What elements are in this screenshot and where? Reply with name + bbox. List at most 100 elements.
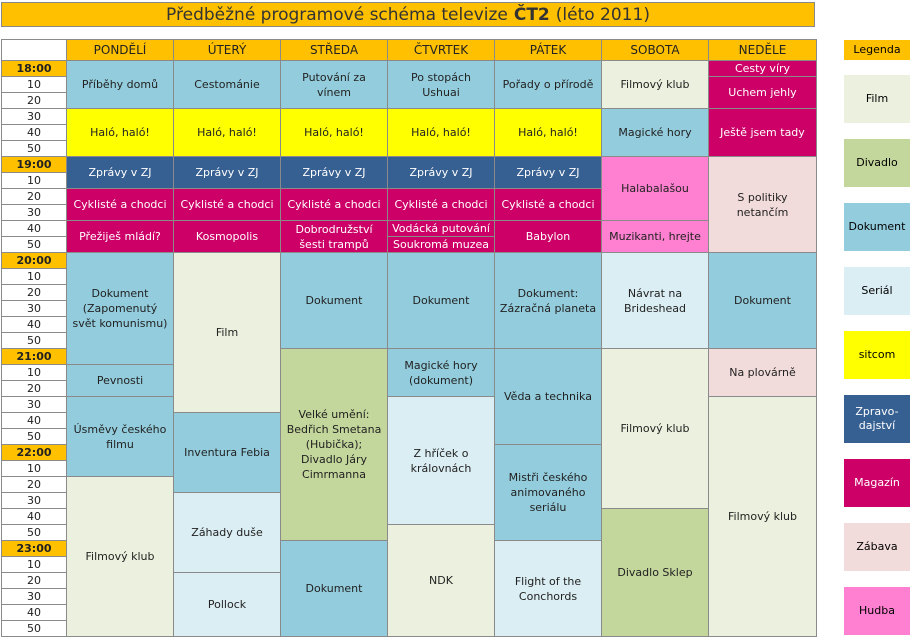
time-minute-label: 50 bbox=[1, 236, 67, 253]
program-block: Haló, haló! bbox=[387, 108, 495, 157]
program-block: Filmový klub bbox=[66, 476, 174, 637]
program-block: Film bbox=[173, 252, 281, 413]
time-minute-label: 10 bbox=[1, 268, 67, 285]
program-block: Na plovárně bbox=[708, 348, 817, 397]
time-hour-label: 21:00 bbox=[1, 348, 67, 365]
program-block: Pevnosti bbox=[66, 364, 174, 397]
program-block: Ještě jsem tady bbox=[708, 108, 817, 157]
program-block: Haló, haló! bbox=[66, 108, 174, 157]
day-header: ČTVRTEK bbox=[387, 39, 495, 61]
program-block: Zprávy v ZJ bbox=[387, 156, 495, 189]
program-block: Cyklisté a chodci bbox=[280, 188, 388, 221]
program-block: Soukromá muzea bbox=[387, 236, 495, 253]
program-block: Zprávy v ZJ bbox=[173, 156, 281, 189]
program-block: Halabalašou bbox=[601, 156, 709, 221]
program-block: Magické hory bbox=[601, 108, 709, 157]
program-block: Zprávy v ZJ bbox=[66, 156, 174, 189]
time-hour-label: 19:00 bbox=[1, 156, 67, 173]
time-minute-label: 50 bbox=[1, 524, 67, 541]
time-minute-label: 40 bbox=[1, 604, 67, 621]
time-minute-label: 50 bbox=[1, 620, 67, 637]
program-block: Dobrodružství šesti trampů bbox=[280, 220, 388, 253]
program-block: Po stopách Ushuai bbox=[387, 60, 495, 109]
program-block: Uchem jehly bbox=[708, 76, 817, 109]
program-block: Velké umění: Bedřich Smetana (Hubička); … bbox=[280, 348, 388, 541]
time-minute-label: 30 bbox=[1, 204, 67, 221]
time-minute-label: 20 bbox=[1, 188, 67, 205]
program-block: Divadlo Sklep bbox=[601, 508, 709, 637]
program-block: Cestománie bbox=[173, 60, 281, 109]
title-season: (léto 2011) bbox=[555, 4, 650, 25]
program-block: Přežiješ mládí? bbox=[66, 220, 174, 253]
time-minute-label: 40 bbox=[1, 220, 67, 237]
program-block: Dokument bbox=[387, 252, 495, 349]
program-block: Flight of the Conchords bbox=[494, 540, 602, 637]
program-block: Zprávy v ZJ bbox=[494, 156, 602, 189]
time-minute-label: 30 bbox=[1, 396, 67, 413]
program-block: Záhady duše bbox=[173, 492, 281, 573]
program-block: Muzikanti, hrejte bbox=[601, 220, 709, 253]
program-block: S politiky netančím bbox=[708, 156, 817, 253]
program-block: Návrat na Brideshead bbox=[601, 252, 709, 349]
program-block: Cyklisté a chodci bbox=[387, 188, 495, 221]
legend-item: Hudba bbox=[844, 587, 910, 635]
day-header: PONDĚLÍ bbox=[66, 39, 174, 61]
day-header: PÁTEK bbox=[494, 39, 602, 61]
time-minute-label: 40 bbox=[1, 508, 67, 525]
legend-item: sitcom bbox=[844, 331, 910, 379]
time-minute-label: 30 bbox=[1, 300, 67, 317]
program-block: Dokument bbox=[280, 252, 388, 349]
legend-item: Film bbox=[844, 75, 910, 123]
time-hour-label: 22:00 bbox=[1, 444, 67, 461]
day-header: STŘEDA bbox=[280, 39, 388, 61]
time-hour-label: 20:00 bbox=[1, 252, 67, 269]
program-block: Dokument bbox=[708, 252, 817, 349]
program-block: Pollock bbox=[173, 572, 281, 637]
time-minute-label: 20 bbox=[1, 92, 67, 109]
program-block: Cyklisté a chodci bbox=[66, 188, 174, 221]
program-block: Dokument bbox=[280, 540, 388, 637]
time-minute-label: 10 bbox=[1, 460, 67, 477]
program-block: Mistři českého animovaného seriálu bbox=[494, 444, 602, 541]
legend-item: Magazín bbox=[844, 459, 910, 507]
program-block: Kosmopolis bbox=[173, 220, 281, 253]
legend-item: Zábava bbox=[844, 523, 910, 571]
title-channel: ČT2 bbox=[513, 4, 550, 25]
program-block: Putování za vínem bbox=[280, 60, 388, 109]
time-minute-label: 50 bbox=[1, 140, 67, 157]
legend-item: Divadlo bbox=[844, 139, 910, 187]
time-minute-label: 20 bbox=[1, 476, 67, 493]
corner-cell bbox=[1, 39, 67, 61]
time-minute-label: 20 bbox=[1, 380, 67, 397]
program-block: Věda a technika bbox=[494, 348, 602, 445]
program-block: Dokument (Zapomenutý svět komunismu) bbox=[66, 252, 174, 365]
program-block: Pořady o přírodě bbox=[494, 60, 602, 109]
program-block: Cesty víry bbox=[708, 60, 817, 77]
legend-item: Seriál bbox=[844, 267, 910, 315]
time-hour-label: 23:00 bbox=[1, 540, 67, 557]
time-minute-label: 30 bbox=[1, 492, 67, 509]
time-minute-label: 30 bbox=[1, 588, 67, 605]
time-minute-label: 10 bbox=[1, 172, 67, 189]
program-block: Filmový klub bbox=[601, 348, 709, 509]
time-minute-label: 10 bbox=[1, 556, 67, 573]
day-header: ÚTERÝ bbox=[173, 39, 281, 61]
time-minute-label: 50 bbox=[1, 332, 67, 349]
schedule-title: Předběžné programové schéma televize ČT2… bbox=[1, 2, 815, 27]
program-block: Haló, haló! bbox=[280, 108, 388, 157]
program-block: Cyklisté a chodci bbox=[173, 188, 281, 221]
program-block: Cyklisté a chodci bbox=[494, 188, 602, 221]
title-text: Předběžné programové schéma televize bbox=[166, 4, 508, 25]
time-minute-label: 20 bbox=[1, 572, 67, 589]
program-block: Příběhy domů bbox=[66, 60, 174, 109]
time-minute-label: 20 bbox=[1, 284, 67, 301]
program-block: Haló, haló! bbox=[494, 108, 602, 157]
program-block: Filmový klub bbox=[601, 60, 709, 109]
program-block: Magické hory (dokument) bbox=[387, 348, 495, 397]
program-block: Haló, haló! bbox=[173, 108, 281, 157]
time-minute-label: 40 bbox=[1, 124, 67, 141]
program-block: Z hříček o královnách bbox=[387, 396, 495, 525]
time-minute-label: 10 bbox=[1, 364, 67, 381]
program-block: Zprávy v ZJ bbox=[280, 156, 388, 189]
time-minute-label: 40 bbox=[1, 412, 67, 429]
